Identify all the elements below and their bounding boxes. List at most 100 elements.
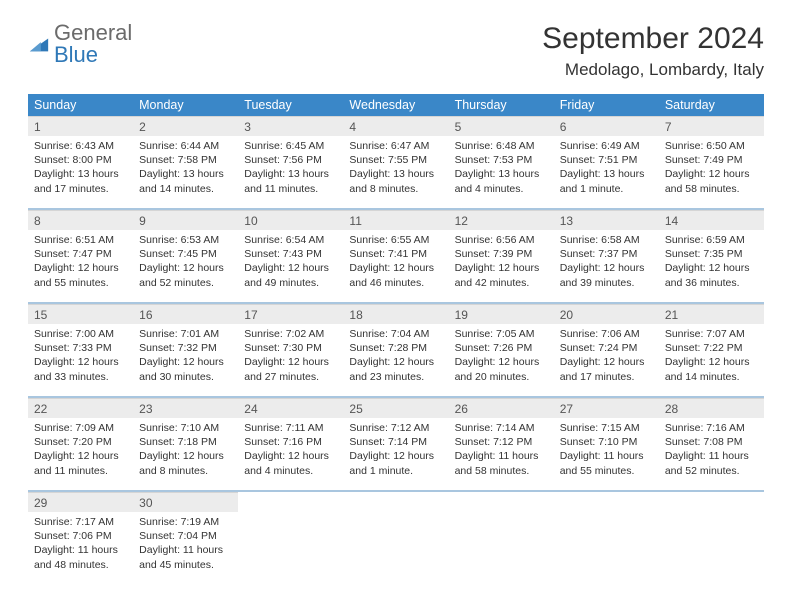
dow-wednesday: Wednesday: [343, 94, 448, 116]
day-cell: Sunrise: 7:10 AMSunset: 7:18 PMDaylight:…: [133, 418, 238, 490]
dow-tuesday: Tuesday: [238, 94, 343, 116]
sunrise-text: Sunrise: 6:47 AM: [349, 139, 442, 153]
daylight-text-1: Daylight: 12 hours: [244, 355, 337, 369]
daylight-text-1: Daylight: 13 hours: [139, 167, 232, 181]
sunset-text: Sunset: 7:45 PM: [139, 247, 232, 261]
day-number: 21: [659, 304, 764, 324]
sunset-text: Sunset: 7:43 PM: [244, 247, 337, 261]
sunset-text: Sunset: 7:24 PM: [560, 341, 653, 355]
daylight-text-1: Daylight: 12 hours: [244, 449, 337, 463]
daylight-text-1: Daylight: 12 hours: [665, 261, 758, 275]
day-number: 29: [28, 492, 133, 512]
daylight-text-1: Daylight: 11 hours: [455, 449, 548, 463]
sunrise-text: Sunrise: 7:02 AM: [244, 327, 337, 341]
sunrise-text: Sunrise: 7:19 AM: [139, 515, 232, 529]
sunrise-text: Sunrise: 7:15 AM: [560, 421, 653, 435]
month-title: September 2024: [542, 22, 764, 56]
sunset-text: Sunset: 7:35 PM: [665, 247, 758, 261]
daylight-text-2: and 36 minutes.: [665, 276, 758, 290]
sunrise-text: Sunrise: 6:50 AM: [665, 139, 758, 153]
sunrise-text: Sunrise: 6:45 AM: [244, 139, 337, 153]
daylight-text-2: and 58 minutes.: [665, 182, 758, 196]
daylight-text-1: Daylight: 11 hours: [34, 543, 127, 557]
daylight-text-2: and 4 minutes.: [455, 182, 548, 196]
day-number: [238, 492, 343, 512]
day-number: 15: [28, 304, 133, 324]
day-cell: Sunrise: 7:00 AMSunset: 7:33 PMDaylight:…: [28, 324, 133, 396]
day-number: 22: [28, 398, 133, 418]
day-number: 14: [659, 210, 764, 230]
day-number: 25: [343, 398, 448, 418]
day-cell: Sunrise: 6:47 AMSunset: 7:55 PMDaylight:…: [343, 136, 448, 208]
day-number: [659, 492, 764, 512]
sunrise-text: Sunrise: 7:06 AM: [560, 327, 653, 341]
day-cell: [238, 512, 343, 584]
day-body-row: Sunrise: 7:17 AMSunset: 7:06 PMDaylight:…: [28, 512, 764, 584]
day-number: 6: [554, 116, 659, 136]
day-cell: Sunrise: 6:45 AMSunset: 7:56 PMDaylight:…: [238, 136, 343, 208]
day-cell: Sunrise: 6:59 AMSunset: 7:35 PMDaylight:…: [659, 230, 764, 302]
day-number: 20: [554, 304, 659, 324]
day-cell: Sunrise: 7:05 AMSunset: 7:26 PMDaylight:…: [449, 324, 554, 396]
day-cell: Sunrise: 6:44 AMSunset: 7:58 PMDaylight:…: [133, 136, 238, 208]
daylight-text-1: Daylight: 12 hours: [349, 449, 442, 463]
day-number: [554, 492, 659, 512]
day-number: 13: [554, 210, 659, 230]
sunset-text: Sunset: 7:08 PM: [665, 435, 758, 449]
day-cell: Sunrise: 6:51 AMSunset: 7:47 PMDaylight:…: [28, 230, 133, 302]
sunset-text: Sunset: 7:53 PM: [455, 153, 548, 167]
day-cell: Sunrise: 7:09 AMSunset: 7:20 PMDaylight:…: [28, 418, 133, 490]
daylight-text-2: and 52 minutes.: [665, 464, 758, 478]
sunrise-text: Sunrise: 7:05 AM: [455, 327, 548, 341]
day-number: 11: [343, 210, 448, 230]
sunset-text: Sunset: 7:51 PM: [560, 153, 653, 167]
day-number: 26: [449, 398, 554, 418]
sunset-text: Sunset: 7:14 PM: [349, 435, 442, 449]
daynum-row: 15161718192021: [28, 304, 764, 324]
sunrise-text: Sunrise: 6:43 AM: [34, 139, 127, 153]
sunset-text: Sunset: 7:58 PM: [139, 153, 232, 167]
day-cell: Sunrise: 6:55 AMSunset: 7:41 PMDaylight:…: [343, 230, 448, 302]
sunrise-text: Sunrise: 6:53 AM: [139, 233, 232, 247]
day-number: 9: [133, 210, 238, 230]
sunrise-text: Sunrise: 6:59 AM: [665, 233, 758, 247]
day-number: 8: [28, 210, 133, 230]
sunset-text: Sunset: 7:12 PM: [455, 435, 548, 449]
sunset-text: Sunset: 7:41 PM: [349, 247, 442, 261]
sunrise-text: Sunrise: 7:10 AM: [139, 421, 232, 435]
day-cell: Sunrise: 7:02 AMSunset: 7:30 PMDaylight:…: [238, 324, 343, 396]
day-cell: Sunrise: 7:07 AMSunset: 7:22 PMDaylight:…: [659, 324, 764, 396]
daylight-text-1: Daylight: 12 hours: [665, 355, 758, 369]
sunset-text: Sunset: 7:28 PM: [349, 341, 442, 355]
sunset-text: Sunset: 7:22 PM: [665, 341, 758, 355]
dow-sunday: Sunday: [28, 94, 133, 116]
day-number: 1: [28, 116, 133, 136]
daylight-text-2: and 23 minutes.: [349, 370, 442, 384]
day-cell: [343, 512, 448, 584]
dow-friday: Friday: [554, 94, 659, 116]
daylight-text-1: Daylight: 13 hours: [349, 167, 442, 181]
day-body-row: Sunrise: 7:00 AMSunset: 7:33 PMDaylight:…: [28, 324, 764, 396]
day-cell: Sunrise: 7:14 AMSunset: 7:12 PMDaylight:…: [449, 418, 554, 490]
day-number: 18: [343, 304, 448, 324]
day-cell: Sunrise: 6:48 AMSunset: 7:53 PMDaylight:…: [449, 136, 554, 208]
sunset-text: Sunset: 7:10 PM: [560, 435, 653, 449]
sunset-text: Sunset: 7:06 PM: [34, 529, 127, 543]
sunrise-text: Sunrise: 7:04 AM: [349, 327, 442, 341]
page: General Blue September 2024 Medolago, Lo…: [0, 0, 792, 584]
sunrise-text: Sunrise: 7:14 AM: [455, 421, 548, 435]
daylight-text-1: Daylight: 12 hours: [34, 449, 127, 463]
daylight-text-1: Daylight: 12 hours: [139, 261, 232, 275]
day-number: 19: [449, 304, 554, 324]
daylight-text-1: Daylight: 12 hours: [349, 355, 442, 369]
daylight-text-2: and 14 minutes.: [665, 370, 758, 384]
daylight-text-1: Daylight: 12 hours: [349, 261, 442, 275]
day-number: 16: [133, 304, 238, 324]
daylight-text-1: Daylight: 12 hours: [139, 355, 232, 369]
day-cell: Sunrise: 7:12 AMSunset: 7:14 PMDaylight:…: [343, 418, 448, 490]
sunset-text: Sunset: 8:00 PM: [34, 153, 127, 167]
daynum-row: 22232425262728: [28, 398, 764, 418]
day-number: 10: [238, 210, 343, 230]
day-body-row: Sunrise: 7:09 AMSunset: 7:20 PMDaylight:…: [28, 418, 764, 490]
day-cell: [659, 512, 764, 584]
